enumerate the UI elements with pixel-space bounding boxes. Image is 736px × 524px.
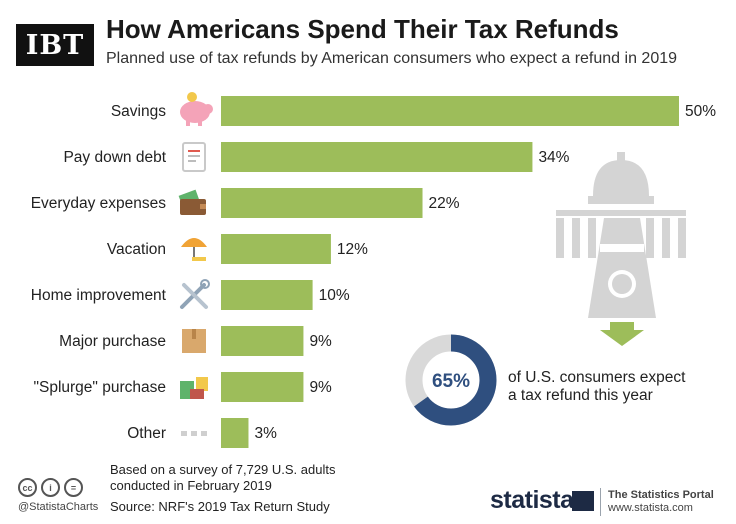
statista-mark-icon xyxy=(572,491,594,511)
bar xyxy=(221,142,533,172)
portal-url: www.statista.com xyxy=(608,502,693,514)
survey-note: Based on a survey of 7,729 U.S. adults c… xyxy=(110,462,335,494)
value-label: 10% xyxy=(319,287,350,304)
portal-name: The Statistics Portal xyxy=(608,489,714,501)
value-label: 9% xyxy=(309,379,332,396)
capitol-icon xyxy=(556,152,686,346)
wallet-icon xyxy=(178,189,206,215)
shopping-bags-icon xyxy=(180,377,208,399)
donut-caption-line1: of U.S. consumers expect xyxy=(508,369,686,386)
donut-fill xyxy=(405,334,497,426)
value-label: 12% xyxy=(337,241,368,258)
tools-icon xyxy=(180,279,210,309)
bill-icon xyxy=(182,142,206,172)
statista-logo[interactable]: statista xyxy=(490,486,574,514)
chart-title: How Americans Spend Their Tax Refunds xyxy=(106,14,619,44)
box-icon xyxy=(182,329,206,353)
category-label: "Splurge" purchase xyxy=(34,379,167,396)
chart-subtitle: Planned use of tax refunds by American c… xyxy=(106,50,678,67)
attribution-icon[interactable]: i xyxy=(41,478,60,497)
statistics-portal[interactable]: The Statistics Portal www.statista.com xyxy=(608,489,714,515)
bar xyxy=(221,326,304,356)
bar xyxy=(221,96,679,126)
dots-icon xyxy=(181,431,207,436)
category-label: Pay down debt xyxy=(63,149,166,166)
value-label: 34% xyxy=(538,149,569,166)
donut-value: 65% xyxy=(432,371,470,392)
creative-commons-icon[interactable]: cc xyxy=(18,478,37,497)
ibt-logo: IBT xyxy=(16,24,94,66)
statista-handle[interactable]: @StatistaCharts xyxy=(18,501,99,513)
value-label: 50% xyxy=(685,103,716,120)
license-icons: cc i = xyxy=(18,478,83,497)
category-label: Vacation xyxy=(107,241,166,258)
brand-divider xyxy=(600,488,601,516)
bar xyxy=(221,418,249,448)
beach-umbrella-icon xyxy=(181,238,207,261)
bar xyxy=(221,280,313,310)
donut-caption-line2: a tax refund this year xyxy=(508,387,653,404)
bar xyxy=(221,372,304,402)
value-label: 3% xyxy=(254,425,277,442)
survey-note-line2: conducted in February 2019 xyxy=(110,478,272,493)
category-label: Home improvement xyxy=(31,287,167,304)
category-label: Other xyxy=(127,425,166,442)
value-label: 22% xyxy=(429,195,460,212)
bar xyxy=(221,188,423,218)
category-label: Major purchase xyxy=(59,333,166,350)
no-derivatives-icon[interactable]: = xyxy=(64,478,83,497)
survey-note-line1: Based on a survey of 7,729 U.S. adults xyxy=(110,462,336,477)
value-label: 9% xyxy=(309,333,332,350)
bar xyxy=(221,234,331,264)
category-label: Everyday expenses xyxy=(31,195,167,212)
source-note: Source: NRF's 2019 Tax Return Study xyxy=(110,499,330,514)
category-label: Savings xyxy=(111,103,166,120)
donut-caption: of U.S. consumers expect a tax refund th… xyxy=(508,369,708,405)
piggy-bank-icon xyxy=(180,92,213,126)
